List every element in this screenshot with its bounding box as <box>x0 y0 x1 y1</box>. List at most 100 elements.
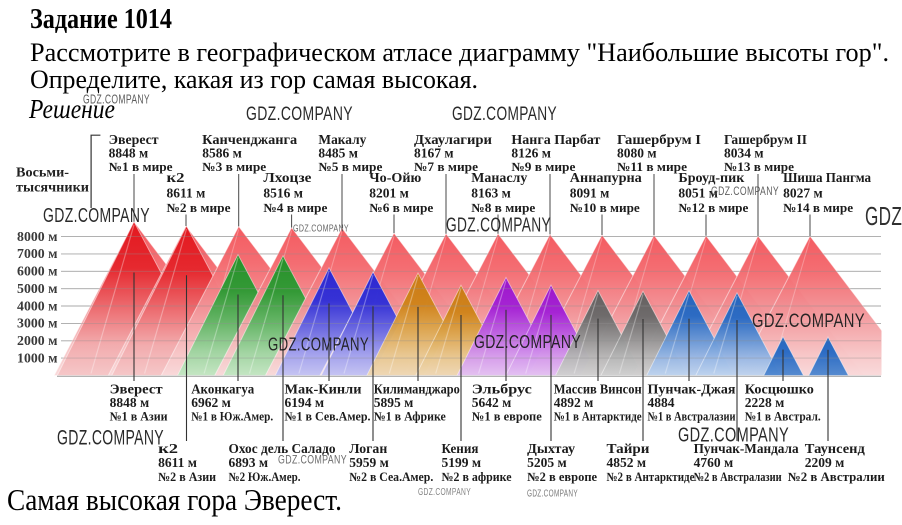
svg-text:4852 м: 4852 м <box>607 455 647 470</box>
svg-text:8516 м: 8516 м <box>263 186 303 201</box>
svg-text:№1 в Сев.Амер.: №1 в Сев.Амер. <box>285 410 371 424</box>
svg-text:8167 м: 8167 м <box>414 146 454 161</box>
svg-text:№12 в мире: №12 в мире <box>678 201 748 215</box>
svg-text:Дыхтау: Дыхтау <box>527 441 575 456</box>
svg-text:GDZ.COMPANY: GDZ.COMPANY <box>752 311 865 332</box>
svg-text:№1 в Австралазии: №1 в Австралазии <box>648 410 736 424</box>
svg-text:8611 м: 8611 м <box>158 455 197 470</box>
svg-text:4760 м: 4760 м <box>694 455 734 470</box>
svg-text:Канченджанга: Канченджанга <box>202 132 297 147</box>
svg-text:6893 м: 6893 м <box>229 455 269 470</box>
svg-text:GDZ.COMPANY: GDZ.COMPANY <box>57 427 164 450</box>
svg-text:Пунчак-Джая: Пунчак-Джая <box>648 382 736 397</box>
svg-text:№2 в Австралии: №2 в Австралии <box>788 470 885 484</box>
svg-text:№3 в мире: №3 в мире <box>202 160 266 174</box>
svg-text:8080 м: 8080 м <box>617 146 657 161</box>
svg-text:Самая высокая гора Эверест.: Самая высокая гора Эверест. <box>7 483 342 517</box>
svg-text:Нанга Парбат: Нанга Парбат <box>511 132 600 147</box>
svg-text:Эверест: Эверест <box>109 132 159 147</box>
svg-text:Тайри: Тайри <box>607 441 650 456</box>
svg-text:Охос дель Саладо: Охос дель Саладо <box>229 441 336 456</box>
svg-text:8027 м: 8027 м <box>783 186 823 201</box>
svg-text:№1 в Африке: №1 в Африке <box>374 410 446 424</box>
svg-text:8611 м: 8611 м <box>167 186 206 201</box>
svg-text:№7 в мире: №7 в мире <box>414 160 478 174</box>
svg-text:Таунсенд: Таунсенд <box>805 441 865 456</box>
svg-text:Гашербрум I: Гашербрум I <box>617 132 701 147</box>
svg-text:№5 в мире: №5 в мире <box>318 160 382 174</box>
svg-text:8163 м: 8163 м <box>471 186 511 201</box>
svg-text:GDZ.COMPANY: GDZ.COMPANY <box>246 104 353 125</box>
svg-text:5642 м: 5642 м <box>472 395 512 410</box>
svg-text:№2 в европе: №2 в европе <box>527 470 597 484</box>
svg-text:Восьми-: Восьми- <box>16 165 69 180</box>
svg-text:8051 м: 8051 м <box>678 186 718 201</box>
svg-text:2209 м: 2209 м <box>805 455 845 470</box>
svg-text:№8 в мире: №8 в мире <box>471 201 535 215</box>
svg-text:GDZ.COMPANY: GDZ.COMPANY <box>278 455 347 467</box>
svg-text:№13 в мире: №13 в мире <box>724 160 794 174</box>
svg-text:Лхоцзе: Лхоцзе <box>263 170 311 185</box>
svg-text:№1 в Австрал.: №1 в Австрал. <box>745 410 821 424</box>
svg-text:№2 в мире: №2 в мире <box>167 201 231 215</box>
svg-text:№2 в африке: №2 в африке <box>442 470 512 484</box>
svg-text:GDZ.COMPANY: GDZ.COMPANY <box>527 489 578 500</box>
svg-text:8126 м: 8126 м <box>511 146 551 161</box>
svg-text:GDZ.COMPANY: GDZ.COMPANY <box>474 331 581 352</box>
svg-text:№11 в мире: №11 в мире <box>617 160 687 174</box>
svg-text:Дхаулагири: Дхаулагири <box>414 132 492 147</box>
svg-text:Килиманджаро: Килиманджаро <box>374 382 460 397</box>
svg-text:3000 м: 3000 м <box>17 316 57 331</box>
svg-text:4884: 4884 <box>648 395 675 410</box>
svg-text:№2 Юж.Амер.: №2 Юж.Амер. <box>229 470 301 484</box>
svg-text:2228 м: 2228 м <box>745 395 785 410</box>
svg-text:GDZ.COMPANY: GDZ.COMPANY <box>418 487 471 498</box>
svg-text:8034 м: 8034 м <box>724 146 764 161</box>
svg-text:Манаслу: Манаслу <box>471 170 527 185</box>
svg-text:GDZ.COMPANY: GDZ.COMPANY <box>293 223 349 235</box>
svg-text:№1 в Юж.Амер.: №1 в Юж.Амер. <box>191 410 273 424</box>
svg-text:8586 м: 8586 м <box>202 146 242 161</box>
svg-text:Эверест: Эверест <box>110 382 163 397</box>
svg-text:Логан: Логан <box>349 441 387 456</box>
svg-text:№2 в Антарктиде: №2 в Антарктиде <box>607 470 695 484</box>
svg-text:Косцюшко: Косцюшко <box>745 382 814 397</box>
svg-text:к2: к2 <box>158 441 178 456</box>
svg-text:5000 м: 5000 м <box>17 281 57 296</box>
svg-text:Задание 1014: Задание 1014 <box>30 4 172 35</box>
svg-text:8848 м: 8848 м <box>109 146 149 161</box>
svg-text:GDZ.COMPANY: GDZ.COMPANY <box>452 104 557 125</box>
svg-text:7000 м: 7000 м <box>17 246 57 261</box>
svg-text:Определите, какая из гор самая: Определите, какая из гор самая высокая. <box>30 65 478 94</box>
svg-text:№1 в Антарктиде: №1 в Антарктиде <box>554 410 642 424</box>
svg-text:Аннапурна: Аннапурна <box>570 170 642 185</box>
svg-text:Чо-Ойю: Чо-Ойю <box>369 170 421 185</box>
svg-text:8201 м: 8201 м <box>369 186 409 201</box>
svg-text:№2 в Сеа.Амер.: №2 в Сеа.Амер. <box>349 470 433 484</box>
svg-text:4892 м: 4892 м <box>554 395 594 410</box>
svg-text:№1 в Азии: №1 в Азии <box>110 410 168 424</box>
svg-text:Макалу: Макалу <box>318 132 366 147</box>
svg-text:Броуд-пик: Броуд-пик <box>678 170 744 185</box>
svg-text:Пунчак-Мандала: Пунчак-Мандала <box>694 441 799 456</box>
svg-text:GDZ.COMPANY: GDZ.COMPANY <box>678 425 789 447</box>
svg-text:Массив Винсон: Массив Винсон <box>554 382 642 397</box>
svg-text:5205 м: 5205 м <box>527 455 567 470</box>
svg-text:№4 в мире: №4 в мире <box>263 201 327 215</box>
svg-text:1000 м: 1000 м <box>17 350 57 365</box>
svg-text:к2: к2 <box>167 170 185 185</box>
svg-text:4000 м: 4000 м <box>17 298 57 313</box>
svg-text:8848 м: 8848 м <box>110 395 150 410</box>
svg-text:GDZ.COMPANY: GDZ.COMPANY <box>865 201 902 231</box>
svg-text:8000 м: 8000 м <box>17 229 57 244</box>
svg-text:Аконкагуа: Аконкагуа <box>191 382 254 397</box>
svg-text:5959 м: 5959 м <box>349 455 389 470</box>
svg-text:8485 м: 8485 м <box>318 146 358 161</box>
svg-text:Мак-Кинли: Мак-Кинли <box>285 382 362 397</box>
svg-text:GDZ.COMPANY: GDZ.COMPANY <box>83 93 150 107</box>
svg-text:GDZ.COMPANY: GDZ.COMPANY <box>711 186 779 198</box>
svg-text:2000 м: 2000 м <box>17 333 57 348</box>
svg-text:6000 м: 6000 м <box>17 264 57 279</box>
svg-text:Рассмотрите в географическом а: Рассмотрите в географическом атласе диаг… <box>30 38 889 67</box>
svg-text:№14 в мире: №14 в мире <box>783 201 853 215</box>
